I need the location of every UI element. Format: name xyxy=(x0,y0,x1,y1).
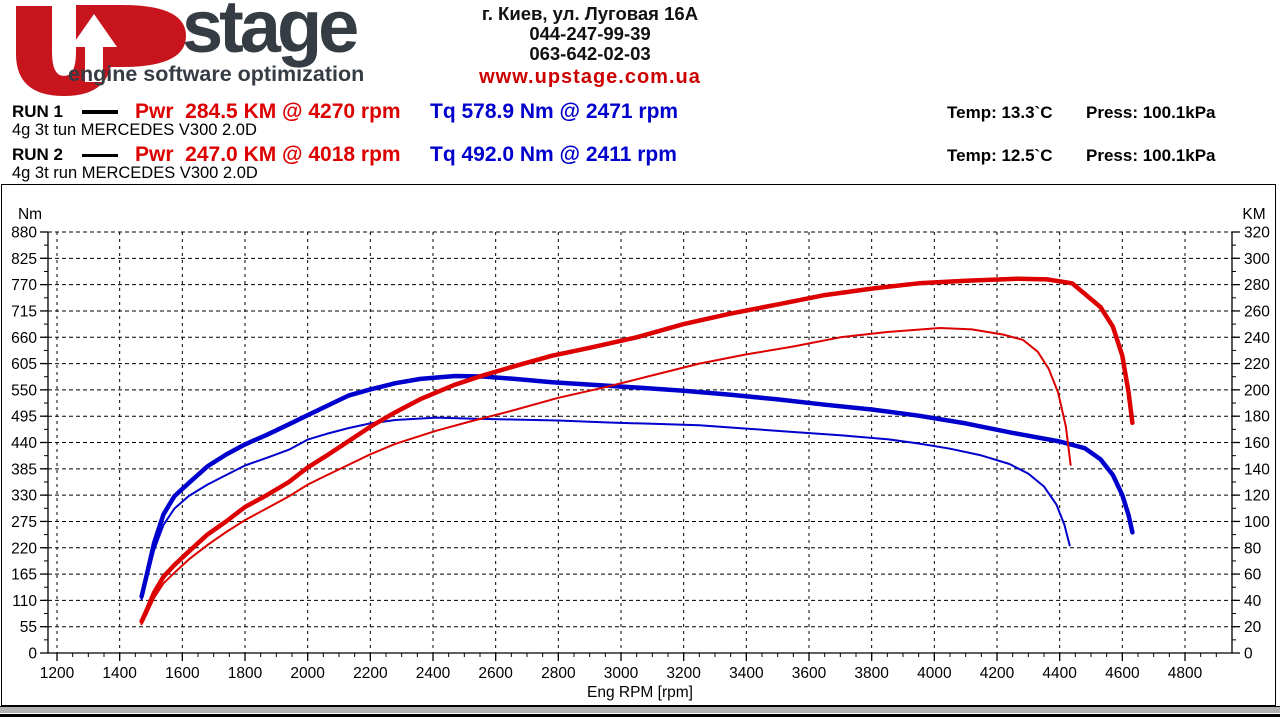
svg-text:2400: 2400 xyxy=(416,665,451,682)
svg-text:3400: 3400 xyxy=(729,665,764,682)
run1-power-curve xyxy=(139,276,1135,624)
svg-text:3200: 3200 xyxy=(666,665,701,682)
run1-label: RUN 1 xyxy=(12,102,64,121)
svg-text:220: 220 xyxy=(11,540,37,557)
run2-pressure: Press: 100.1kPa xyxy=(1086,146,1216,165)
svg-text:4200: 4200 xyxy=(980,665,1015,682)
svg-text:2000: 2000 xyxy=(290,665,325,682)
run1-power-reading: Pwr 284.5 KM @ 4270 rpm xyxy=(135,100,401,123)
svg-text:120: 120 xyxy=(1244,488,1270,505)
upstage-logo-icon xyxy=(16,5,186,96)
run2-line-swatch xyxy=(82,154,118,157)
run1-torque-reading: Tq 578.9 Nm @ 2471 rpm xyxy=(430,100,679,123)
svg-text:385: 385 xyxy=(11,461,37,478)
contact-website-link[interactable]: www.upstage.com.ua xyxy=(479,66,701,88)
svg-text:20: 20 xyxy=(1244,619,1262,636)
svg-text:1400: 1400 xyxy=(102,665,137,682)
run2-torque-curve xyxy=(140,416,1071,601)
run2-power-curve xyxy=(140,327,1072,626)
svg-text:605: 605 xyxy=(11,356,37,373)
svg-text:1200: 1200 xyxy=(40,665,75,682)
svg-text:260: 260 xyxy=(1244,303,1270,320)
svg-text:60: 60 xyxy=(1244,567,1262,584)
svg-text:3600: 3600 xyxy=(792,665,827,682)
svg-text:715: 715 xyxy=(11,303,37,320)
svg-text:55: 55 xyxy=(20,619,37,636)
upstage-logo: stage engine software optimization xyxy=(6,0,416,98)
run2-power-reading: Pwr 247.0 KM @ 4018 rpm xyxy=(135,143,401,166)
svg-text:Nm: Nm xyxy=(18,206,42,223)
svg-text:200: 200 xyxy=(1244,382,1270,399)
svg-text:165: 165 xyxy=(11,567,37,584)
svg-text:160: 160 xyxy=(1244,435,1270,452)
svg-text:1600: 1600 xyxy=(165,665,200,682)
svg-text:320: 320 xyxy=(1244,225,1270,242)
svg-text:3000: 3000 xyxy=(604,665,639,682)
window-bottom-edge xyxy=(0,714,1280,717)
run2-temp: Temp: 12.5`C xyxy=(947,146,1053,165)
contact-phone-1: 044-247-99-39 xyxy=(529,23,651,44)
svg-text:180: 180 xyxy=(1244,409,1270,426)
svg-text:660: 660 xyxy=(11,330,37,347)
svg-text:280: 280 xyxy=(1244,277,1270,294)
run2-label: RUN 2 xyxy=(12,145,64,164)
svg-text:0: 0 xyxy=(1244,646,1253,663)
svg-text:Eng RPM [rpm]: Eng RPM [rpm] xyxy=(587,684,693,701)
window-bottom-bar xyxy=(0,706,1280,713)
svg-text:110: 110 xyxy=(12,593,37,610)
svg-text:KM: KM xyxy=(1242,206,1265,223)
svg-text:2600: 2600 xyxy=(478,665,513,682)
logo-brand-text: stage xyxy=(182,0,359,68)
svg-text:4000: 4000 xyxy=(917,665,952,682)
run1-torque-curve xyxy=(139,373,1135,599)
svg-text:770: 770 xyxy=(11,277,37,294)
run1-description: 4g 3t tun MERCEDES V300 2.0D xyxy=(12,121,257,139)
contact-block: г. Киев, ул. Луговая 16А 044-247-99-39 0… xyxy=(410,3,770,88)
svg-text:330: 330 xyxy=(11,488,37,505)
run1-pressure: Press: 100.1kPa xyxy=(1086,103,1216,122)
run1-line-swatch xyxy=(82,110,118,114)
svg-text:4800: 4800 xyxy=(1168,665,1203,682)
svg-text:2800: 2800 xyxy=(541,665,576,682)
contact-phone-2: 063-642-02-03 xyxy=(529,43,651,64)
svg-text:240: 240 xyxy=(1244,330,1270,347)
svg-text:440: 440 xyxy=(11,435,37,452)
svg-text:3800: 3800 xyxy=(854,665,889,682)
dyno-chart: 1200 1400 1600 1800 2000 2200 2400 2600 2800 3000… xyxy=(0,183,1278,708)
svg-text:100: 100 xyxy=(1244,514,1270,531)
svg-text:275: 275 xyxy=(11,514,37,531)
svg-text:825: 825 xyxy=(11,251,37,268)
logo-tagline: engine software optimization xyxy=(68,62,365,86)
svg-text:550: 550 xyxy=(11,382,37,399)
svg-text:2200: 2200 xyxy=(353,665,388,682)
contact-address: г. Киев, ул. Луговая 16А xyxy=(481,3,699,24)
svg-text:4600: 4600 xyxy=(1105,665,1140,682)
svg-text:880: 880 xyxy=(11,225,37,242)
svg-text:300: 300 xyxy=(1244,251,1270,268)
svg-text:140: 140 xyxy=(1244,461,1270,478)
svg-text:495: 495 xyxy=(11,409,37,426)
dyno-chart-canvas: 1200 1400 1600 1800 2000 2200 2400 2600 2800 3000… xyxy=(1,184,1276,706)
svg-text:80: 80 xyxy=(1244,540,1262,557)
svg-text:1800: 1800 xyxy=(228,665,263,682)
svg-text:0: 0 xyxy=(28,646,37,663)
run1-temp: Temp: 13.3`C xyxy=(947,103,1053,122)
run2-torque-reading: Tq 492.0 Nm @ 2411 rpm xyxy=(430,143,677,166)
svg-text:220: 220 xyxy=(1244,356,1270,373)
svg-text:4400: 4400 xyxy=(1042,665,1077,682)
run2-description: 4g 3t run MERCEDES V300 2.0D xyxy=(12,164,258,182)
svg-text:40: 40 xyxy=(1244,593,1262,610)
